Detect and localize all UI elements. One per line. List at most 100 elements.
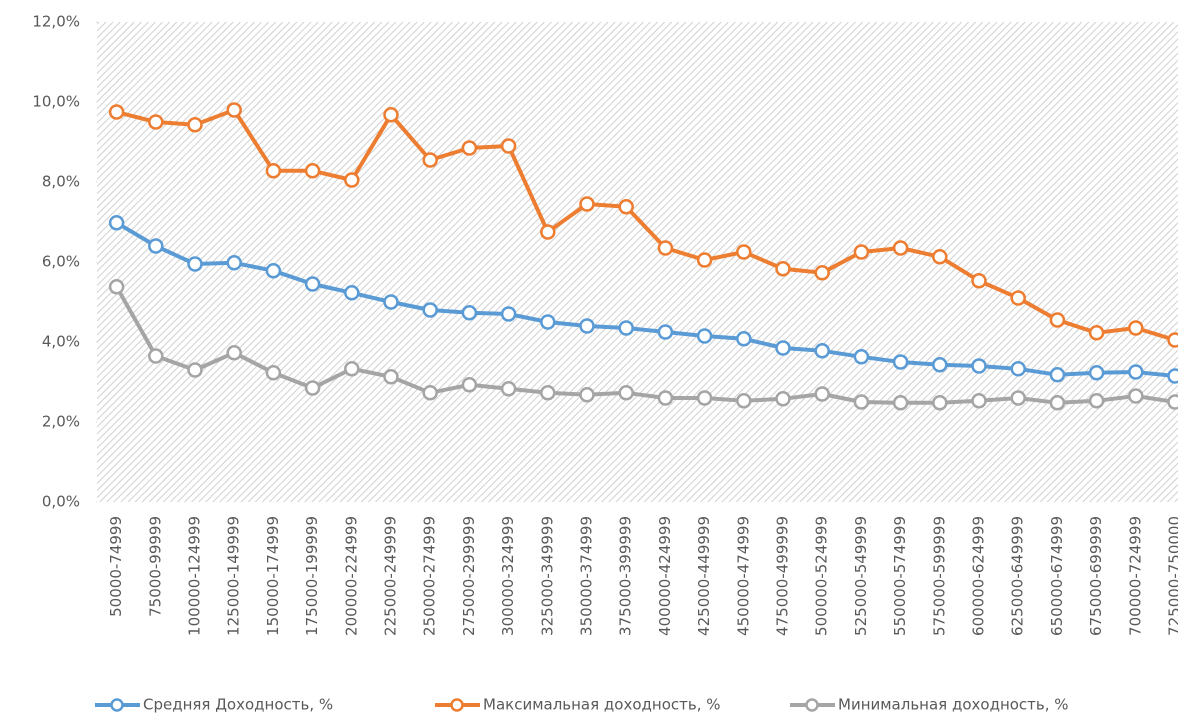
point-marker <box>265 163 282 179</box>
point-marker <box>304 163 321 179</box>
point-marker <box>540 314 556 330</box>
point-marker <box>657 240 674 256</box>
point-marker <box>775 391 791 407</box>
x-tick-label: 350000-374999 <box>578 516 596 636</box>
x-tick-label: 425000-449999 <box>695 516 713 636</box>
point-marker <box>853 349 870 365</box>
point-marker <box>853 244 870 260</box>
plot-area <box>97 22 1178 502</box>
point-marker <box>618 320 634 336</box>
point-marker <box>1128 364 1144 380</box>
x-tick-label: 475000-499999 <box>774 516 792 636</box>
point-marker <box>265 263 282 279</box>
point-marker <box>775 340 791 356</box>
x-tick-label: 150000-174999 <box>264 516 282 636</box>
legend-marker <box>805 698 819 712</box>
legend-label: Средняя Доходность, % <box>143 696 333 714</box>
x-tick-label: 500000-524999 <box>813 516 831 636</box>
legend-marker <box>110 698 124 712</box>
point-marker <box>579 196 595 212</box>
point-marker <box>971 393 987 409</box>
point-marker <box>148 114 164 130</box>
point-marker <box>1167 394 1178 410</box>
point-marker <box>422 385 438 401</box>
point-marker <box>892 354 909 370</box>
point-marker <box>226 255 242 271</box>
point-marker <box>853 394 870 410</box>
point-marker <box>422 152 438 168</box>
point-marker <box>932 395 948 411</box>
x-tick-label: 400000-424999 <box>656 516 674 636</box>
point-marker <box>1010 390 1026 406</box>
point-marker <box>148 348 164 364</box>
point-marker <box>696 252 713 268</box>
point-marker <box>736 244 752 260</box>
x-tick-label: 650000-674999 <box>1048 516 1066 636</box>
point-marker <box>226 102 242 118</box>
point-marker <box>1049 312 1066 328</box>
point-marker <box>148 238 164 254</box>
point-marker <box>1049 367 1066 383</box>
point-marker <box>814 265 830 281</box>
x-tick-label: 75000-99999 <box>146 516 164 617</box>
y-tick-label: 8,0% <box>42 173 80 191</box>
point-marker <box>971 358 987 374</box>
x-tick-label: 625000-649999 <box>1009 516 1027 636</box>
point-marker <box>579 318 595 334</box>
y-tick-label: 0,0% <box>42 493 80 511</box>
point-marker <box>696 390 713 406</box>
x-tick-label: 225000-249999 <box>382 516 400 636</box>
point-marker <box>579 387 595 403</box>
point-marker <box>383 369 399 385</box>
x-tick-label: 675000-699999 <box>1087 516 1105 636</box>
x-tick-label: 725000-750000 <box>1166 516 1178 636</box>
y-tick-label: 6,0% <box>42 253 80 271</box>
point-marker <box>618 385 634 401</box>
point-marker <box>892 395 909 411</box>
point-marker <box>657 390 674 406</box>
x-tick-label: 275000-299999 <box>460 516 478 636</box>
x-tick-label: 200000-224999 <box>342 516 360 636</box>
point-marker <box>265 365 282 381</box>
x-tick-label: 175000-199999 <box>303 516 321 636</box>
x-tick-label: 450000-474999 <box>734 516 752 636</box>
point-marker <box>736 393 752 409</box>
point-marker <box>1010 290 1026 306</box>
legend-marker <box>450 698 464 712</box>
y-tick-label: 2,0% <box>42 413 80 431</box>
point-marker <box>187 256 203 272</box>
point-marker <box>1167 332 1178 348</box>
x-tick-label: 525000-549999 <box>852 516 870 636</box>
point-marker <box>932 249 948 265</box>
x-tick-label: 100000-124999 <box>186 516 204 636</box>
point-marker <box>461 377 478 393</box>
point-marker <box>344 285 360 301</box>
point-marker <box>696 328 713 344</box>
legend-label: Максимальная доходность, % <box>483 696 721 714</box>
point-marker <box>1049 395 1066 411</box>
y-tick-label: 4,0% <box>42 333 80 351</box>
point-marker <box>1128 388 1144 404</box>
x-tick-label: 325000-349999 <box>538 516 556 636</box>
point-marker <box>383 107 399 123</box>
point-marker <box>108 215 125 231</box>
point-marker <box>344 172 360 188</box>
point-marker <box>775 261 791 277</box>
point-marker <box>1167 368 1178 384</box>
point-marker <box>814 386 830 402</box>
point-marker <box>1128 320 1144 336</box>
point-marker <box>1010 361 1026 377</box>
x-tick-label: 700000-724999 <box>1126 516 1144 636</box>
point-marker <box>736 331 752 347</box>
point-marker <box>971 273 987 289</box>
point-marker <box>1088 393 1105 409</box>
point-marker <box>108 279 125 295</box>
y-tick-label: 10,0% <box>32 93 80 111</box>
point-marker <box>1088 365 1105 381</box>
point-marker <box>540 224 556 240</box>
point-marker <box>187 117 203 133</box>
point-marker <box>187 362 203 378</box>
point-marker <box>618 199 634 215</box>
point-marker <box>304 276 321 292</box>
